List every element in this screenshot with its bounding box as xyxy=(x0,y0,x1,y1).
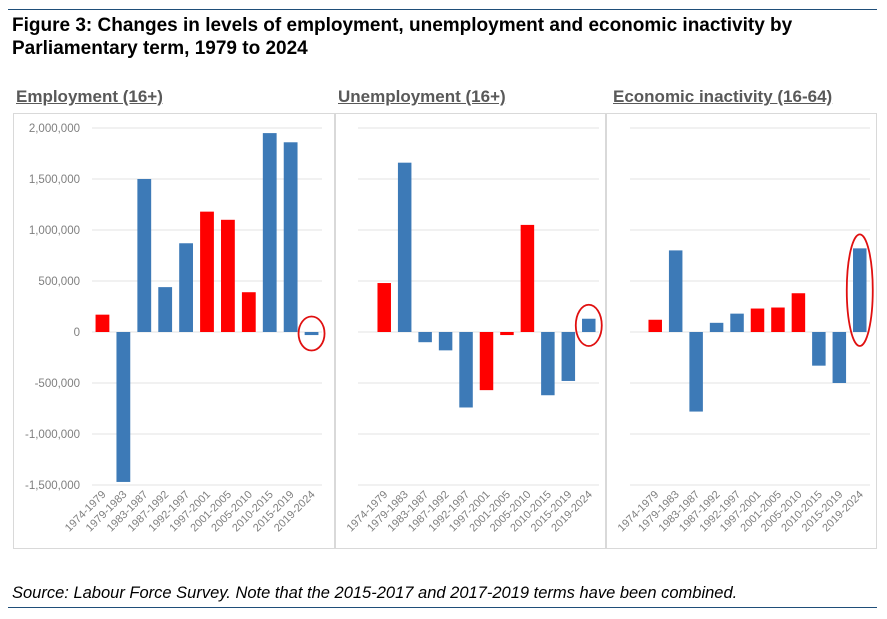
bar-2001-2005 xyxy=(771,307,785,332)
bar-2015-2019 xyxy=(832,332,847,383)
bar-2010-2015 xyxy=(541,332,555,396)
figure-title: Figure 3: Changes in levels of employmen… xyxy=(12,15,793,59)
bar-2015-2019 xyxy=(283,142,298,332)
bar-1997-2001 xyxy=(479,332,494,391)
bottom-rule xyxy=(8,607,877,608)
bar-2019-2024 xyxy=(582,318,596,332)
panel-title-unemployment: Unemployment (16+) xyxy=(338,87,506,106)
bar-1979-1983 xyxy=(397,162,412,332)
bar-2005-2010 xyxy=(520,224,535,332)
bar-2001-2005 xyxy=(500,332,514,336)
panel-title-employment: Employment (16+) xyxy=(16,87,163,106)
bar-1992-1997 xyxy=(459,332,473,408)
bar-2005-2010 xyxy=(791,293,806,332)
highlight-circle xyxy=(574,303,603,347)
y-tick-label: 0 xyxy=(74,327,80,339)
bar-2015-2019 xyxy=(561,332,576,381)
bar-1974-1979 xyxy=(377,283,391,332)
bar-2019-2024 xyxy=(304,332,319,336)
bar-1979-1983 xyxy=(668,250,683,332)
panel-employment xyxy=(13,113,335,549)
bar-1987-1992 xyxy=(709,322,724,332)
source-note: Source: Labour Force Survey. Note that t… xyxy=(12,584,738,602)
bar-1979-1983 xyxy=(116,332,131,482)
top-rule xyxy=(8,9,877,10)
y-tick-label: 1,000,000 xyxy=(29,225,80,237)
bar-1997-2001 xyxy=(750,308,765,332)
bar-2005-2010 xyxy=(241,292,256,332)
bar-1983-1987 xyxy=(137,179,152,332)
panel-title-inactivity: Economic inactivity (16-64) xyxy=(613,87,833,106)
bar-1983-1987 xyxy=(418,332,432,343)
bar-1983-1987 xyxy=(689,332,703,412)
panel-inactivity xyxy=(606,113,877,549)
bar-1987-1992 xyxy=(158,287,173,332)
bar-2019-2024 xyxy=(853,248,867,332)
bar-1974-1979 xyxy=(95,314,110,332)
bar-1974-1979 xyxy=(648,319,662,332)
panel-unemployment xyxy=(335,113,606,549)
bar-1992-1997 xyxy=(730,313,744,332)
y-tick-label: -1,000,000 xyxy=(25,429,80,441)
bar-1987-1992 xyxy=(438,332,453,351)
bar-1997-2001 xyxy=(200,211,214,332)
y-tick-label: 2,000,000 xyxy=(29,123,80,135)
bar-1992-1997 xyxy=(179,243,193,332)
bar-2010-2015 xyxy=(812,332,826,366)
y-tick-label: 1,500,000 xyxy=(29,174,80,186)
y-tick-label: -500,000 xyxy=(35,378,80,390)
highlight-circle xyxy=(845,233,874,347)
highlight-circle xyxy=(297,315,326,352)
bar-2010-2015 xyxy=(262,133,277,332)
y-tick-label: 500,000 xyxy=(38,276,80,288)
bar-2001-2005 xyxy=(221,219,235,332)
y-tick-label: -1,500,000 xyxy=(25,480,80,492)
